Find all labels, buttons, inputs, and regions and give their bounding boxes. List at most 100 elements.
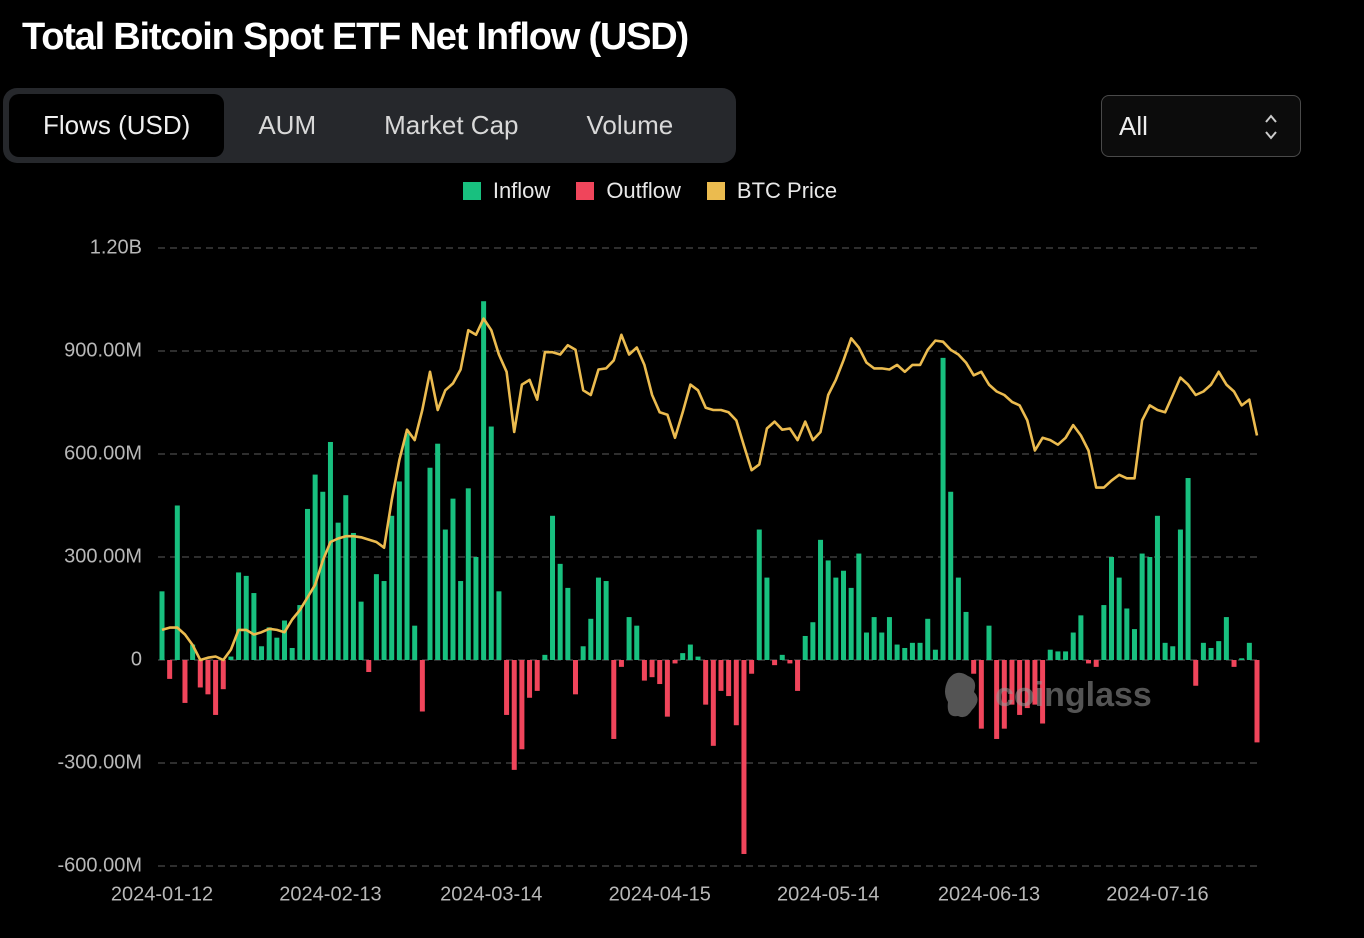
bar <box>695 656 701 660</box>
bar <box>572 660 578 695</box>
bar <box>779 654 785 660</box>
watermark-text: coinglass <box>995 676 1152 714</box>
bar <box>1154 515 1160 660</box>
bar <box>182 660 188 703</box>
bar <box>963 611 969 660</box>
bar <box>1231 660 1237 667</box>
bar <box>427 467 433 660</box>
bar <box>971 660 977 674</box>
bar <box>787 660 793 664</box>
x-tick-label: 2024-03-14 <box>440 883 542 905</box>
dropdown-label: All <box>1119 111 1148 141</box>
bar <box>1246 642 1252 660</box>
bar <box>856 553 862 660</box>
bar <box>228 656 234 660</box>
bar <box>220 660 226 690</box>
tab[interactable]: Flows (USD) <box>9 94 225 157</box>
bar <box>580 646 586 660</box>
bar <box>1116 577 1122 660</box>
legend-label: BTC Price <box>736 178 838 203</box>
bar <box>825 560 831 660</box>
bar <box>259 646 265 660</box>
bar <box>1185 478 1191 660</box>
bar <box>863 632 869 660</box>
bar <box>320 491 326 660</box>
bar <box>504 660 510 715</box>
tab[interactable]: Volume <box>586 110 674 140</box>
legend: Inflow Outflow BTC Price <box>0 178 1300 204</box>
bar <box>1093 660 1099 667</box>
bar <box>664 660 670 717</box>
tab[interactable]: AUM <box>258 110 317 140</box>
x-tick-label: 2024-06-13 <box>938 883 1040 905</box>
bar <box>802 635 808 660</box>
bar <box>366 660 372 673</box>
y-tick-label: 600.00M <box>64 442 142 464</box>
x-tick-label: 2024-04-15 <box>609 883 711 905</box>
bar <box>297 605 303 660</box>
bar <box>335 522 341 660</box>
bar <box>955 577 961 660</box>
page-title: Total Bitcoin Spot ETF Net Inflow (USD) <box>22 16 689 58</box>
watermark-icon <box>945 672 978 718</box>
legend-item[interactable]: BTC Price <box>706 178 838 204</box>
bar <box>1193 660 1199 686</box>
bar <box>833 577 839 660</box>
bar <box>871 617 877 660</box>
bar <box>266 627 272 660</box>
bar <box>458 581 464 660</box>
bar <box>251 593 257 660</box>
bar <box>565 587 571 660</box>
y-tick-label: -600.00M <box>58 854 143 876</box>
legend-item[interactable]: Outflow <box>576 178 681 204</box>
bar <box>1032 660 1038 705</box>
bar <box>710 660 716 746</box>
bar <box>672 660 678 664</box>
bar <box>1223 617 1229 660</box>
bar <box>419 660 425 712</box>
bar <box>733 660 739 726</box>
legend-item[interactable]: Inflow <box>462 178 550 204</box>
bar <box>442 529 448 660</box>
bar <box>611 660 617 739</box>
bar <box>894 644 900 660</box>
bar <box>488 426 494 660</box>
bar <box>496 591 502 660</box>
dropdown-arrows <box>1265 114 1277 140</box>
tab[interactable]: Market Cap <box>384 110 519 140</box>
bar <box>542 654 548 660</box>
bar <box>886 617 892 660</box>
bar <box>1001 660 1007 729</box>
bar <box>879 632 885 660</box>
bar <box>841 570 847 660</box>
bar <box>764 577 770 660</box>
bar <box>243 575 249 660</box>
bar <box>603 581 609 660</box>
bar <box>848 587 854 660</box>
bar <box>205 660 211 695</box>
legend-swatch <box>462 182 481 200</box>
bar <box>1131 629 1137 660</box>
bar <box>404 433 410 660</box>
x-tick-label: 2024-05-14 <box>777 883 879 905</box>
bar <box>932 649 938 660</box>
bar <box>550 515 556 660</box>
bar <box>917 642 923 660</box>
bar <box>1063 651 1069 660</box>
range-dropdown[interactable]: All <box>1101 95 1301 157</box>
bar <box>749 660 755 674</box>
bar <box>527 660 533 698</box>
bar <box>481 301 487 660</box>
bar <box>167 660 173 679</box>
bar <box>1162 642 1168 660</box>
bar <box>236 572 242 660</box>
bar <box>350 532 356 660</box>
bar <box>1101 605 1107 660</box>
bar <box>396 481 402 660</box>
bar <box>1009 660 1015 705</box>
bar <box>772 660 778 666</box>
bar <box>618 660 624 667</box>
bar <box>626 617 632 660</box>
bar <box>978 660 984 729</box>
